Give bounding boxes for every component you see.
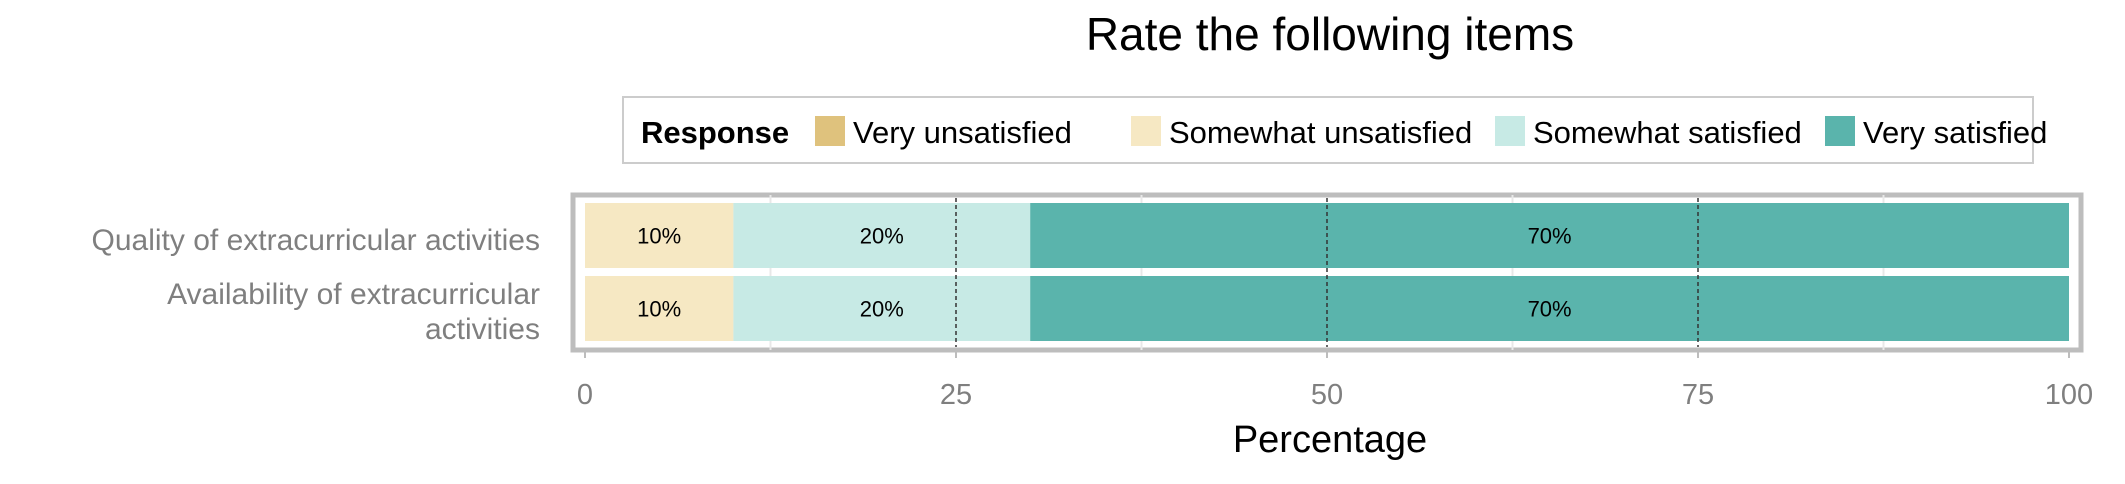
- bar-segment: [733, 203, 1031, 268]
- legend-swatch: [1825, 116, 1855, 146]
- x-axis-label: Percentage: [1233, 419, 1427, 461]
- bar-segment: [1030, 276, 2069, 341]
- legend-label: Very satisfied: [1863, 115, 2047, 150]
- data-label: 20%: [860, 224, 904, 249]
- data-label: 10%: [637, 297, 681, 322]
- plot-area: 10% 20% 70% 10% 20% 70%: [570, 192, 2084, 353]
- data-label: 70%: [1528, 297, 1572, 322]
- chart-title: Rate the following items: [1086, 8, 1574, 60]
- legend-label: Somewhat satisfied: [1533, 115, 1802, 150]
- x-tick-label: 0: [577, 379, 593, 411]
- x-tick-label: 50: [1311, 379, 1343, 411]
- legend-title: Response: [641, 115, 789, 150]
- legend-label: Very unsatisfied: [853, 115, 1072, 150]
- bar-segment: [585, 276, 734, 341]
- legend: Response Very unsatisfied Somewhat unsati…: [622, 96, 2047, 164]
- bar-segment: [1030, 203, 2069, 268]
- legend-box: [622, 96, 2034, 164]
- data-label: 10%: [637, 224, 681, 249]
- y-category-label: Availability of extracurricular activitie…: [167, 278, 540, 346]
- legend-label: Somewhat unsatisfied: [1169, 115, 1472, 150]
- x-tick-label: 25: [940, 379, 972, 411]
- bar-segment: [585, 203, 734, 268]
- data-label: 20%: [860, 297, 904, 322]
- data-label: 70%: [1528, 224, 1572, 249]
- legend-swatch: [1495, 116, 1525, 146]
- x-tick-label: 75: [1682, 379, 1714, 411]
- x-tick-label: 100: [2045, 379, 2093, 411]
- bar-segment: [733, 276, 1031, 341]
- legend-swatch: [815, 116, 845, 146]
- legend-swatch: [1131, 116, 1161, 146]
- y-category-label: Quality of extracurricular activities: [92, 224, 540, 257]
